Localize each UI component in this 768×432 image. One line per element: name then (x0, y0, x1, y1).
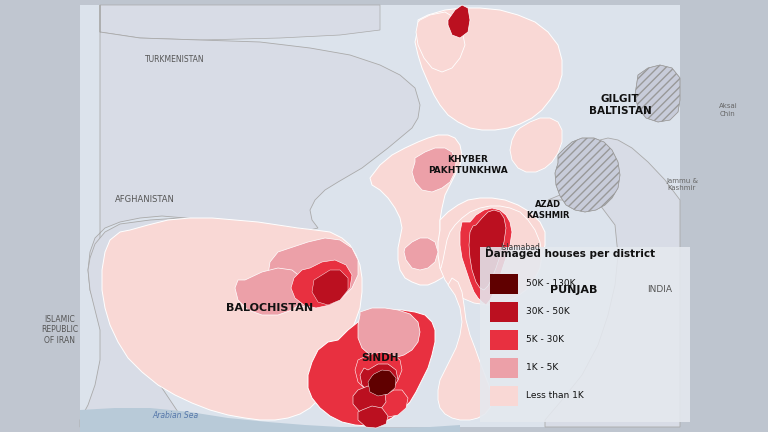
Polygon shape (448, 5, 470, 38)
Text: Damaged houses per district: Damaged houses per district (485, 249, 655, 259)
Polygon shape (80, 218, 210, 427)
Polygon shape (635, 65, 680, 122)
Polygon shape (100, 5, 380, 40)
Polygon shape (368, 370, 396, 396)
Polygon shape (80, 5, 680, 427)
Bar (490, 358, 518, 378)
Polygon shape (308, 310, 435, 426)
Polygon shape (360, 364, 398, 395)
Text: TURKMENISTAN: TURKMENISTAN (145, 55, 205, 64)
Polygon shape (460, 208, 512, 305)
Polygon shape (312, 270, 348, 305)
Text: GILGIT
BALTISTAN: GILGIT BALTISTAN (588, 94, 651, 116)
Text: Jammu &
Kashmir: Jammu & Kashmir (666, 178, 698, 191)
Polygon shape (80, 408, 460, 432)
Polygon shape (370, 135, 462, 285)
Polygon shape (291, 260, 352, 308)
Polygon shape (440, 206, 542, 305)
Text: AZAD
KASHMIR: AZAD KASHMIR (526, 200, 570, 220)
Text: BALOCHISTAN: BALOCHISTAN (227, 303, 313, 313)
Polygon shape (378, 390, 408, 417)
Polygon shape (404, 238, 438, 270)
Polygon shape (620, 0, 768, 432)
Text: Aksai
Chin: Aksai Chin (719, 104, 737, 117)
Text: 30K - 50K: 30K - 50K (526, 308, 570, 317)
Polygon shape (268, 238, 358, 308)
Text: 5K - 30K: 5K - 30K (526, 336, 564, 344)
Polygon shape (416, 12, 465, 72)
Text: KHYBER
PAKHTUNKHWA: KHYBER PAKHTUNKHWA (428, 155, 508, 175)
Text: AFGHANISTAN: AFGHANISTAN (115, 196, 175, 204)
Bar (490, 386, 518, 406)
Text: INDIA: INDIA (647, 286, 673, 295)
Polygon shape (0, 0, 100, 432)
Polygon shape (415, 8, 562, 130)
Polygon shape (235, 268, 306, 315)
Polygon shape (438, 198, 545, 302)
Text: ISLAMIC
REPUBLIC
OF IRAN: ISLAMIC REPUBLIC OF IRAN (41, 315, 78, 345)
Text: Arabian Sea: Arabian Sea (152, 410, 198, 419)
Text: 1K - 5K: 1K - 5K (526, 363, 558, 372)
Polygon shape (545, 138, 680, 427)
Polygon shape (353, 386, 386, 414)
Polygon shape (88, 5, 420, 320)
Polygon shape (358, 308, 420, 358)
Polygon shape (510, 118, 562, 172)
Polygon shape (358, 406, 388, 428)
Bar (490, 302, 518, 322)
Bar (490, 274, 518, 294)
Polygon shape (355, 352, 402, 392)
Text: Less than 1K: Less than 1K (526, 391, 584, 400)
Bar (480, 247, 690, 422)
Polygon shape (555, 138, 620, 212)
Polygon shape (438, 278, 492, 420)
Polygon shape (469, 210, 506, 290)
Polygon shape (412, 148, 456, 192)
Text: Islamabad: Islamabad (500, 244, 540, 252)
Text: PUNJAB: PUNJAB (551, 285, 598, 295)
Text: SINDH: SINDH (361, 353, 399, 363)
Bar (490, 330, 518, 350)
Polygon shape (102, 218, 362, 420)
Text: 50K - 130K: 50K - 130K (526, 280, 575, 289)
